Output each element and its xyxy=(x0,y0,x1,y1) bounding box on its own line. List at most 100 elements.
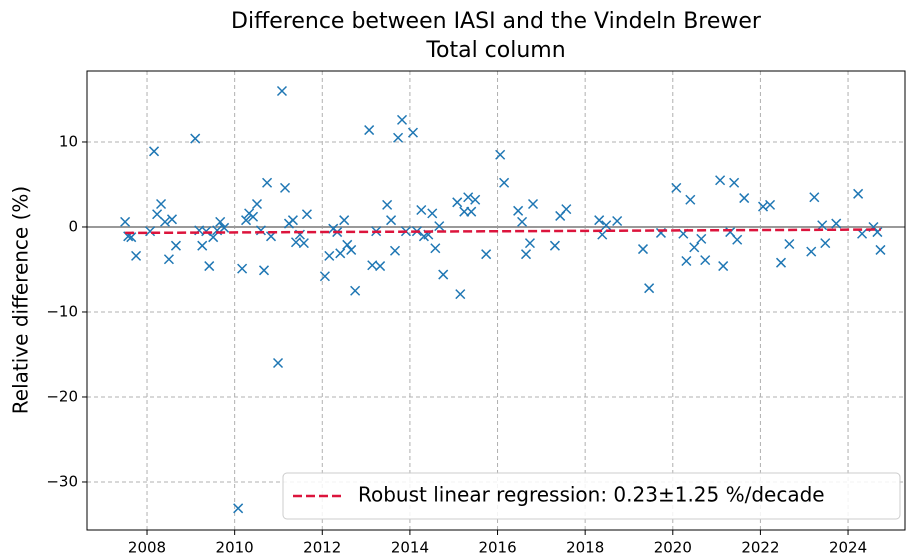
data-point xyxy=(784,238,795,250)
data-point xyxy=(685,194,696,205)
data-point xyxy=(715,175,726,186)
data-point xyxy=(324,250,335,261)
data-point xyxy=(527,198,539,210)
data-point xyxy=(700,255,711,266)
data-point xyxy=(452,197,463,208)
chart-title: Total column xyxy=(425,38,565,63)
data-point xyxy=(481,249,492,260)
x-tick-label: 2020 xyxy=(654,539,692,556)
data-point xyxy=(241,215,252,226)
data-point xyxy=(276,85,288,97)
regression-line xyxy=(125,228,881,235)
data-point xyxy=(739,193,750,204)
data-point xyxy=(170,240,181,251)
data-point xyxy=(396,114,408,125)
data-point xyxy=(681,255,692,267)
y-tick-label: −10 xyxy=(46,302,78,320)
data-point xyxy=(853,188,864,199)
data-point xyxy=(258,265,270,276)
data-point xyxy=(149,146,160,157)
data-point xyxy=(524,238,535,249)
data-point xyxy=(120,216,131,227)
data-point xyxy=(729,177,740,188)
data-point xyxy=(126,232,137,243)
data-point xyxy=(350,285,361,296)
data-point xyxy=(131,250,142,261)
data-point xyxy=(517,216,528,227)
data-point xyxy=(513,205,524,216)
data-point xyxy=(248,211,259,222)
data-point xyxy=(434,221,445,232)
chart-title: Difference between IASI and the Vindeln … xyxy=(231,9,762,34)
x-tick-label: 2024 xyxy=(829,539,867,556)
data-point xyxy=(251,198,263,210)
data-point xyxy=(455,289,466,300)
x-tick-label: 2016 xyxy=(478,539,516,556)
y-axis-label: Relative difference (%) xyxy=(9,186,33,414)
data-point xyxy=(287,215,298,226)
data-point xyxy=(407,127,419,138)
data-point xyxy=(438,269,449,280)
data-point xyxy=(163,254,174,265)
data-point xyxy=(280,182,291,193)
y-tick-label: −20 xyxy=(46,387,78,405)
y-tick-label: 0 xyxy=(68,217,78,235)
data-point xyxy=(806,246,817,257)
data-point xyxy=(612,215,623,227)
data-point xyxy=(470,194,481,205)
data-point xyxy=(346,244,357,255)
data-point xyxy=(190,133,201,144)
data-point xyxy=(765,199,776,210)
data-point xyxy=(817,220,828,231)
data-point xyxy=(382,199,393,210)
data-point xyxy=(637,244,649,255)
data-point xyxy=(416,204,427,216)
data-point xyxy=(301,209,312,220)
data-point xyxy=(386,215,397,226)
data-point xyxy=(237,263,248,274)
data-point xyxy=(375,261,386,272)
data-point xyxy=(364,125,375,136)
legend-label: Robust linear regression: 0.23±1.25 %/de… xyxy=(358,483,825,507)
legend-box xyxy=(282,472,901,520)
data-point xyxy=(215,216,226,227)
data-point xyxy=(430,243,441,254)
data-point xyxy=(319,271,330,282)
data-point xyxy=(342,239,353,250)
data-point xyxy=(561,204,572,215)
data-point xyxy=(718,261,729,272)
data-point xyxy=(775,257,787,268)
data-point xyxy=(831,218,842,229)
x-tick-label: 2010 xyxy=(216,539,254,556)
data-point xyxy=(197,240,208,251)
data-point xyxy=(208,232,219,243)
data-point xyxy=(298,238,309,249)
y-tick-label: 10 xyxy=(59,132,78,150)
data-point xyxy=(875,244,886,255)
data-point xyxy=(594,215,605,226)
data-point xyxy=(495,149,506,160)
data-point xyxy=(335,248,346,259)
data-point xyxy=(549,240,560,251)
data-point xyxy=(671,182,682,193)
data-point xyxy=(145,226,156,237)
plot-frame xyxy=(86,70,906,531)
data-point xyxy=(696,233,707,244)
data-point xyxy=(272,357,284,369)
data-point xyxy=(339,215,350,226)
data-point xyxy=(466,206,477,217)
x-tick-label: 2012 xyxy=(303,539,341,556)
data-point xyxy=(463,192,474,203)
y-tick-label: −30 xyxy=(46,472,78,490)
data-point xyxy=(233,503,244,514)
data-point xyxy=(152,209,163,220)
x-tick-label: 2008 xyxy=(128,539,166,556)
data-point xyxy=(689,242,700,253)
data-point xyxy=(159,216,171,227)
data-point xyxy=(393,132,404,143)
data-point xyxy=(809,192,820,203)
data-point xyxy=(204,261,215,272)
x-tick-label: 2014 xyxy=(391,539,429,556)
data-point xyxy=(520,249,532,260)
